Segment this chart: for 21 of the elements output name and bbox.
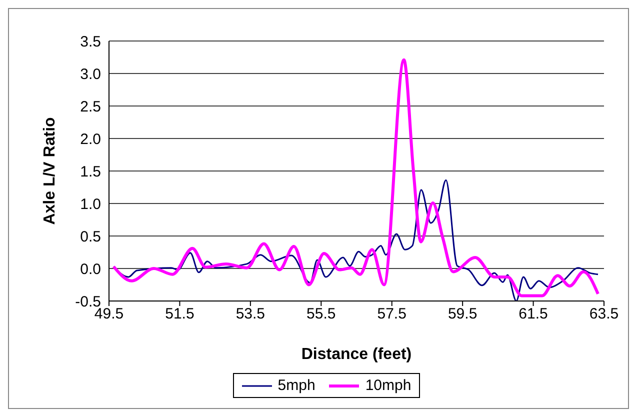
x-tick-label: 59.5 <box>448 306 478 323</box>
x-axis-title: Distance (feet) <box>301 346 412 363</box>
x-tick-label: 51.5 <box>165 306 194 323</box>
line-series <box>112 58 600 298</box>
x-tick-label: 63.5 <box>589 306 619 323</box>
x-tick-label: 53.5 <box>236 306 266 323</box>
y-tick-label: 0.0 <box>80 260 101 278</box>
x-tick-label: 57.5 <box>377 306 406 323</box>
y-tick-label: 2.5 <box>80 98 101 116</box>
y-tick-label: 3.5 <box>80 33 101 50</box>
y-tick-label: 1.0 <box>80 196 101 213</box>
y-tick-label: 0.5 <box>80 228 101 246</box>
x-tick-label: 49.5 <box>94 306 124 323</box>
x-tick-label: 55.5 <box>306 306 336 323</box>
legend-label: 10mph <box>364 377 412 394</box>
y-axis-title: Axle L/V Ratio <box>42 116 59 225</box>
y-tick-label: 3.0 <box>80 66 101 83</box>
legend-label: 5mph <box>276 377 316 394</box>
y-tick-label: 1.5 <box>80 163 101 180</box>
x-tick-label: 61.5 <box>518 306 548 323</box>
y-tick-label: 2.0 <box>80 130 101 148</box>
